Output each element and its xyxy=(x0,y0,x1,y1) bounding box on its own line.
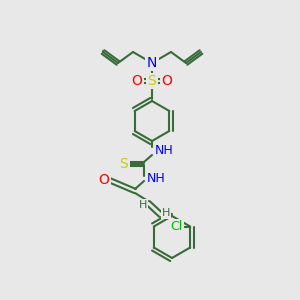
Text: H: H xyxy=(162,208,170,218)
Text: O: O xyxy=(132,74,142,88)
Text: NH: NH xyxy=(155,145,174,158)
Text: NH: NH xyxy=(147,172,166,184)
Text: N: N xyxy=(147,56,157,70)
Text: O: O xyxy=(99,173,110,187)
Text: O: O xyxy=(162,74,172,88)
Text: S: S xyxy=(120,157,128,171)
Text: S: S xyxy=(148,74,156,88)
Text: Cl: Cl xyxy=(170,220,182,233)
Text: H: H xyxy=(139,200,147,210)
